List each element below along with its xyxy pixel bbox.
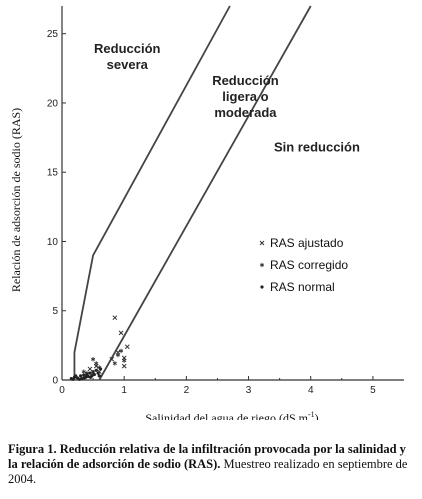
data-point bbox=[89, 375, 93, 379]
x-stroke bbox=[109, 356, 115, 362]
legend-label: RAS normal bbox=[270, 280, 335, 294]
star-stroke bbox=[94, 361, 99, 365]
data-points bbox=[69, 315, 130, 381]
x-axis-title-sup: -1 bbox=[308, 410, 315, 419]
x-tick-label: 0 bbox=[59, 385, 65, 396]
data-point bbox=[109, 356, 115, 362]
y-axis-title: Relación de adsorción de sodio (RAS) bbox=[9, 108, 23, 292]
x-stroke bbox=[121, 363, 127, 369]
data-point bbox=[80, 377, 84, 381]
y-tick-label: 25 bbox=[47, 29, 59, 40]
x-tick-label: 5 bbox=[370, 385, 376, 396]
star-stroke bbox=[112, 361, 117, 365]
star-stroke bbox=[122, 359, 127, 363]
x-tick-label: 4 bbox=[308, 385, 314, 396]
zone-label-line: Reducción bbox=[94, 41, 161, 56]
zone-label-line: ligera o bbox=[222, 89, 268, 104]
data-point bbox=[88, 371, 92, 375]
data-point bbox=[112, 315, 118, 321]
x-stroke bbox=[124, 344, 130, 350]
zone-label-line: Sin reducción bbox=[274, 139, 360, 154]
legend-marker bbox=[259, 262, 265, 268]
x-stroke bbox=[118, 330, 124, 336]
data-point bbox=[74, 374, 78, 378]
data-point bbox=[122, 358, 127, 363]
zone-label: Sin reducción bbox=[274, 139, 360, 154]
y-tick-label: 0 bbox=[52, 376, 58, 387]
x-stroke bbox=[121, 355, 127, 361]
zone-label-line: severa bbox=[107, 57, 149, 72]
data-point bbox=[121, 363, 127, 369]
data-point bbox=[91, 370, 95, 374]
caption-normal: Muestreo realizado en septiembre de 2004… bbox=[8, 457, 408, 486]
data-point bbox=[121, 355, 127, 361]
data-point bbox=[86, 374, 90, 379]
x-stroke bbox=[115, 349, 121, 355]
caption-bold: Figura 1. Reducción relativa de la infil… bbox=[8, 442, 406, 471]
legend-marker bbox=[260, 285, 264, 289]
data-point bbox=[81, 369, 86, 374]
data-point bbox=[87, 366, 93, 372]
data-point bbox=[94, 361, 99, 366]
data-point bbox=[118, 330, 124, 336]
x-stroke bbox=[112, 315, 118, 321]
legend-marker bbox=[259, 240, 265, 246]
data-point bbox=[93, 363, 99, 369]
data-point bbox=[82, 373, 86, 377]
data-point bbox=[94, 368, 98, 372]
data-point bbox=[92, 372, 96, 377]
x-stroke bbox=[93, 363, 99, 369]
data-point bbox=[79, 374, 83, 378]
star-stroke bbox=[90, 357, 96, 361]
data-point bbox=[96, 371, 100, 375]
x-axis-title-end: ) bbox=[315, 411, 319, 420]
y-tick-label: 5 bbox=[52, 306, 58, 317]
x-tick-label: 1 bbox=[121, 385, 127, 396]
data-point bbox=[71, 377, 75, 381]
data-point bbox=[90, 357, 96, 362]
legend-label: RAS corregido bbox=[270, 258, 348, 272]
y-tick-label: 15 bbox=[47, 168, 59, 179]
legend-label: RAS ajustado bbox=[270, 236, 344, 250]
boundary-line bbox=[73, 5, 231, 380]
y-tick-label: 10 bbox=[47, 237, 59, 248]
star-stroke bbox=[118, 349, 124, 353]
x-tick-label: 3 bbox=[246, 385, 252, 396]
boundary-line bbox=[98, 5, 312, 381]
data-point bbox=[115, 349, 121, 355]
data-point bbox=[98, 367, 103, 371]
x-stroke bbox=[87, 366, 93, 372]
x-axis-title-main: Salinidad del agua de riego (dS m bbox=[145, 411, 308, 420]
boundary-lines bbox=[73, 5, 312, 381]
legend: RAS ajustado RAS corregido RAS normal bbox=[259, 236, 348, 294]
zone-label-line: moderada bbox=[214, 105, 277, 120]
data-point bbox=[124, 344, 130, 350]
y-tick-label: 20 bbox=[47, 98, 59, 109]
zone-label-line: Reducción bbox=[212, 73, 279, 88]
data-point bbox=[77, 377, 82, 381]
data-point bbox=[115, 352, 121, 358]
data-point bbox=[97, 374, 101, 378]
star-stroke bbox=[115, 353, 121, 357]
x-axis-title: Salinidad del agua de riego (dS m-1) bbox=[145, 410, 318, 420]
data-point bbox=[112, 361, 117, 366]
figure-caption: Figura 1. Reducción relativa de la infil… bbox=[8, 442, 418, 487]
axes: 0 1 2 3 4 5 0 5 10 15 20 25 bbox=[47, 6, 404, 396]
data-point bbox=[82, 376, 86, 380]
zone-label: Reducción ligera o moderada bbox=[212, 73, 279, 120]
star-stroke bbox=[259, 263, 265, 267]
x-stroke bbox=[259, 240, 265, 246]
zone-label: Reducción severa bbox=[94, 41, 161, 72]
data-point bbox=[118, 348, 124, 354]
x-tick-label: 2 bbox=[184, 385, 190, 396]
